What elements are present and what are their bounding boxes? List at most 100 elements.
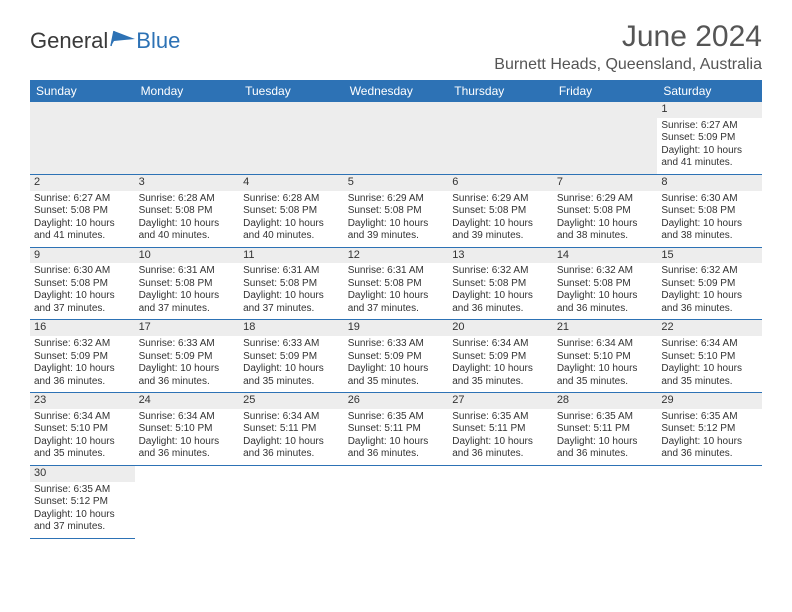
sunset-text: Sunset: 5:10 PM <box>34 423 131 436</box>
calendar-cell <box>448 465 553 538</box>
title-block: June 2024 Burnett Heads, Queensland, Aus… <box>494 20 762 74</box>
calendar-cell: 2Sunrise: 6:27 AMSunset: 5:08 PMDaylight… <box>30 174 135 247</box>
day-number: 12 <box>344 248 449 264</box>
calendar-cell: 26Sunrise: 6:35 AMSunset: 5:11 PMDayligh… <box>344 393 449 466</box>
day-number: 4 <box>239 175 344 191</box>
weekday-header: Saturday <box>657 80 762 102</box>
sunset-text: Sunset: 5:09 PM <box>452 351 549 364</box>
day-number: 24 <box>135 393 240 409</box>
weekday-header: Wednesday <box>344 80 449 102</box>
calendar-cell: 22Sunrise: 6:34 AMSunset: 5:10 PMDayligh… <box>657 320 762 393</box>
sunset-text: Sunset: 5:08 PM <box>557 205 654 218</box>
daylight-text: Daylight: 10 hours and 36 minutes. <box>661 436 758 461</box>
calendar-cell: 9Sunrise: 6:30 AMSunset: 5:08 PMDaylight… <box>30 247 135 320</box>
calendar-row: 9Sunrise: 6:30 AMSunset: 5:08 PMDaylight… <box>30 247 762 320</box>
sunset-text: Sunset: 5:08 PM <box>139 278 236 291</box>
calendar-cell: 18Sunrise: 6:33 AMSunset: 5:09 PMDayligh… <box>239 320 344 393</box>
sunrise-text: Sunrise: 6:30 AM <box>34 265 131 278</box>
calendar-cell: 24Sunrise: 6:34 AMSunset: 5:10 PMDayligh… <box>135 393 240 466</box>
day-number: 30 <box>30 466 135 482</box>
daylight-text: Daylight: 10 hours and 35 minutes. <box>34 436 131 461</box>
calendar-cell: 11Sunrise: 6:31 AMSunset: 5:08 PMDayligh… <box>239 247 344 320</box>
sunrise-text: Sunrise: 6:28 AM <box>139 193 236 206</box>
sunrise-text: Sunrise: 6:32 AM <box>557 265 654 278</box>
page-title: June 2024 <box>494 20 762 54</box>
sunrise-text: Sunrise: 6:35 AM <box>348 411 445 424</box>
sunrise-text: Sunrise: 6:33 AM <box>139 338 236 351</box>
daylight-text: Daylight: 10 hours and 40 minutes. <box>243 218 340 243</box>
calendar-row: 1Sunrise: 6:27 AMSunset: 5:09 PMDaylight… <box>30 102 762 174</box>
sunset-text: Sunset: 5:08 PM <box>452 278 549 291</box>
sunset-text: Sunset: 5:11 PM <box>348 423 445 436</box>
daylight-text: Daylight: 10 hours and 41 minutes. <box>34 218 131 243</box>
sunrise-text: Sunrise: 6:35 AM <box>661 411 758 424</box>
sunset-text: Sunset: 5:09 PM <box>348 351 445 364</box>
calendar-cell <box>239 102 344 174</box>
calendar-cell: 13Sunrise: 6:32 AMSunset: 5:08 PMDayligh… <box>448 247 553 320</box>
day-number: 18 <box>239 320 344 336</box>
sunset-text: Sunset: 5:08 PM <box>34 205 131 218</box>
day-number: 19 <box>344 320 449 336</box>
calendar-cell: 3Sunrise: 6:28 AMSunset: 5:08 PMDaylight… <box>135 174 240 247</box>
daylight-text: Daylight: 10 hours and 41 minutes. <box>661 145 758 170</box>
sunset-text: Sunset: 5:10 PM <box>557 351 654 364</box>
sunrise-text: Sunrise: 6:27 AM <box>661 120 758 133</box>
day-number: 8 <box>657 175 762 191</box>
daylight-text: Daylight: 10 hours and 37 minutes. <box>139 290 236 315</box>
daylight-text: Daylight: 10 hours and 36 minutes. <box>452 290 549 315</box>
daylight-text: Daylight: 10 hours and 38 minutes. <box>661 218 758 243</box>
calendar-cell: 14Sunrise: 6:32 AMSunset: 5:08 PMDayligh… <box>553 247 658 320</box>
day-number: 3 <box>135 175 240 191</box>
daylight-text: Daylight: 10 hours and 36 minutes. <box>243 436 340 461</box>
daylight-text: Daylight: 10 hours and 35 minutes. <box>243 363 340 388</box>
calendar-cell: 27Sunrise: 6:35 AMSunset: 5:11 PMDayligh… <box>448 393 553 466</box>
sunset-text: Sunset: 5:10 PM <box>661 351 758 364</box>
sunrise-text: Sunrise: 6:34 AM <box>452 338 549 351</box>
day-number: 15 <box>657 248 762 264</box>
calendar-row: 30Sunrise: 6:35 AMSunset: 5:12 PMDayligh… <box>30 465 762 538</box>
calendar-cell: 28Sunrise: 6:35 AMSunset: 5:11 PMDayligh… <box>553 393 658 466</box>
weekday-header: Thursday <box>448 80 553 102</box>
calendar-body: 1Sunrise: 6:27 AMSunset: 5:09 PMDaylight… <box>30 102 762 538</box>
sunrise-text: Sunrise: 6:31 AM <box>348 265 445 278</box>
sunset-text: Sunset: 5:08 PM <box>243 205 340 218</box>
day-number: 11 <box>239 248 344 264</box>
calendar-cell <box>344 465 449 538</box>
day-number: 17 <box>135 320 240 336</box>
calendar-cell: 16Sunrise: 6:32 AMSunset: 5:09 PMDayligh… <box>30 320 135 393</box>
day-number: 2 <box>30 175 135 191</box>
sunset-text: Sunset: 5:09 PM <box>243 351 340 364</box>
daylight-text: Daylight: 10 hours and 38 minutes. <box>557 218 654 243</box>
sunrise-text: Sunrise: 6:35 AM <box>557 411 654 424</box>
sunrise-text: Sunrise: 6:34 AM <box>243 411 340 424</box>
day-number: 1 <box>657 102 762 118</box>
sunrise-text: Sunrise: 6:35 AM <box>452 411 549 424</box>
sunset-text: Sunset: 5:08 PM <box>243 278 340 291</box>
calendar-cell: 21Sunrise: 6:34 AMSunset: 5:10 PMDayligh… <box>553 320 658 393</box>
calendar-table: SundayMondayTuesdayWednesdayThursdayFrid… <box>30 80 762 539</box>
sunset-text: Sunset: 5:08 PM <box>557 278 654 291</box>
calendar-cell <box>553 102 658 174</box>
sunset-text: Sunset: 5:12 PM <box>661 423 758 436</box>
daylight-text: Daylight: 10 hours and 36 minutes. <box>348 436 445 461</box>
logo: General Blue <box>30 28 180 54</box>
sunrise-text: Sunrise: 6:34 AM <box>139 411 236 424</box>
daylight-text: Daylight: 10 hours and 35 minutes. <box>557 363 654 388</box>
daylight-text: Daylight: 10 hours and 35 minutes. <box>661 363 758 388</box>
weekday-header-row: SundayMondayTuesdayWednesdayThursdayFrid… <box>30 80 762 102</box>
location-subtitle: Burnett Heads, Queensland, Australia <box>494 56 762 74</box>
sunrise-text: Sunrise: 6:34 AM <box>661 338 758 351</box>
daylight-text: Daylight: 10 hours and 37 minutes. <box>34 290 131 315</box>
day-number: 9 <box>30 248 135 264</box>
calendar-cell: 29Sunrise: 6:35 AMSunset: 5:12 PMDayligh… <box>657 393 762 466</box>
day-number: 16 <box>30 320 135 336</box>
day-number: 10 <box>135 248 240 264</box>
sunset-text: Sunset: 5:08 PM <box>348 205 445 218</box>
calendar-cell <box>30 102 135 174</box>
sunset-text: Sunset: 5:09 PM <box>661 278 758 291</box>
sunset-text: Sunset: 5:10 PM <box>139 423 236 436</box>
calendar-cell: 15Sunrise: 6:32 AMSunset: 5:09 PMDayligh… <box>657 247 762 320</box>
daylight-text: Daylight: 10 hours and 37 minutes. <box>243 290 340 315</box>
calendar-cell <box>657 465 762 538</box>
sunrise-text: Sunrise: 6:29 AM <box>348 193 445 206</box>
